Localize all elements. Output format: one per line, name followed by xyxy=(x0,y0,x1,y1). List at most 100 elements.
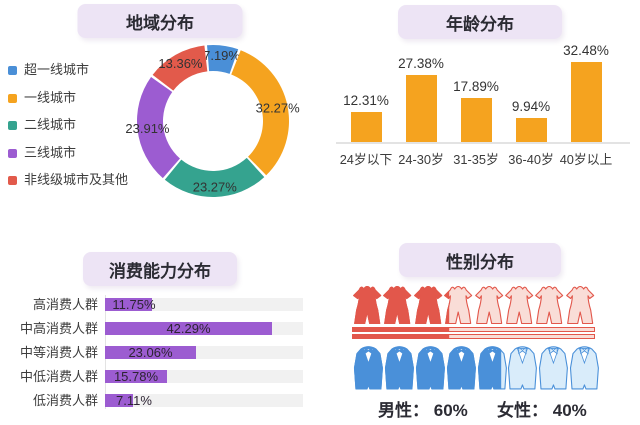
consumption-bar-value: 15.78% xyxy=(113,369,159,384)
consumption-bar-value: 42.29% xyxy=(166,321,211,336)
pictogram-fill-layer xyxy=(353,344,502,392)
age-bar-value: 32.48% xyxy=(563,43,609,58)
dress-icon xyxy=(535,285,564,325)
dress-icon xyxy=(413,285,442,325)
age-bar-value: 27.38% xyxy=(398,56,444,71)
suit-icon xyxy=(353,346,383,390)
consumption-category-label: 中低消费人群 xyxy=(19,369,98,384)
age-bar xyxy=(515,118,547,142)
donut-slice xyxy=(207,45,239,74)
dress-icon xyxy=(474,285,503,325)
female-percentage-label: 女性： 40% xyxy=(497,396,587,421)
legend-label: 一线城市 xyxy=(24,90,77,105)
consumption-category-label: 高消费人群 xyxy=(32,297,98,312)
age-category-label: 36-40岁 xyxy=(508,152,554,167)
legend-label: 非线级城市及其他 xyxy=(24,172,129,187)
age-chart-title: 年龄分布 xyxy=(398,5,562,39)
suit-icon xyxy=(508,346,538,390)
legend-item: 二线城市 xyxy=(8,118,76,132)
male-label-prefix: 男性： xyxy=(378,401,429,420)
consumption-bar-value: 11.75% xyxy=(112,297,156,312)
age-x-axis xyxy=(336,142,630,144)
female-label-value: 40% xyxy=(552,401,587,420)
donut-slice xyxy=(137,76,180,179)
female-label-prefix: 女性： xyxy=(497,401,548,420)
consumption-bar-value: 7.11% xyxy=(116,393,152,408)
age-bar xyxy=(570,62,602,142)
consumption-track: 11.75% xyxy=(105,297,303,312)
consumption-bar xyxy=(105,346,196,359)
donut-value-label: 13.36% xyxy=(158,56,203,71)
age-bar-value: 9.94% xyxy=(511,99,551,114)
donut-slice xyxy=(231,50,289,176)
consumption-track: 42.29% xyxy=(105,321,303,336)
suit-icon xyxy=(477,346,502,390)
dress-icon xyxy=(383,285,412,325)
consumption-bar xyxy=(105,298,152,311)
male-percentage-label: 男性： 60% xyxy=(378,396,468,421)
age-category-label: 31-35岁 xyxy=(453,152,499,167)
male-label-value: 60% xyxy=(433,401,468,420)
age-bar xyxy=(350,112,382,142)
age-category-label: 24-30岁 xyxy=(398,152,444,167)
legend-swatch xyxy=(8,148,17,158)
panel-age-distribution: 年龄分布 12.31% 24岁以下 27.38% 24-30岁 17.89% 31-35岁… xyxy=(320,0,640,212)
consumption-bar xyxy=(105,370,167,383)
consumption-bar-value: 23.06% xyxy=(128,345,173,360)
legend-swatch xyxy=(8,65,17,75)
age-bar xyxy=(460,98,492,142)
region-donut-chart: 7.19% 32.27% 23.27% 23.91% 13.36% xyxy=(0,0,320,217)
consumption-chart-title: 消费能力分布 xyxy=(83,252,237,286)
consumption-category-label: 低消费人群 xyxy=(32,393,98,408)
legend-item: 一线城市 xyxy=(8,91,76,105)
suit-icon xyxy=(415,346,445,390)
suit-icon xyxy=(384,346,414,390)
panel-gender-distribution: 性别分布 男性： 60% 女性： 40% xyxy=(320,213,640,425)
consumption-track: 7.11% xyxy=(105,393,303,408)
donut-value-label: 32.27% xyxy=(256,100,301,115)
consumption-bar xyxy=(105,394,133,407)
region-donut-svg: 7.19% 32.27% 23.27% 23.91% 13.36% xyxy=(125,45,301,198)
consumption-category-label: 中高消费人群 xyxy=(19,321,98,336)
pictogram-stripe-bar xyxy=(352,334,450,339)
legend-swatch xyxy=(8,93,17,103)
legend-swatch xyxy=(8,175,17,185)
consumption-track: 23.06% xyxy=(105,345,303,360)
consumption-bar xyxy=(105,322,272,335)
dress-icon xyxy=(444,290,450,325)
donut-slice xyxy=(164,157,265,198)
panel-region-distribution: 地域分布 超一线城市一线城市二线城市三线城市非线级城市及其他 7.19% 32.2… xyxy=(0,0,320,212)
gender-chart-title: 性别分布 xyxy=(399,243,561,277)
donut-slice xyxy=(152,45,208,91)
age-bar xyxy=(405,75,437,142)
pictogram-fill-layer xyxy=(352,283,450,339)
donut-value-label: 7.19% xyxy=(203,48,240,63)
dress-icon xyxy=(353,285,382,325)
age-category-label: 24岁以下 xyxy=(339,152,393,167)
legend-item: 三线城市 xyxy=(8,146,76,160)
legend-label: 二线城市 xyxy=(24,117,77,132)
suit-icon xyxy=(570,346,600,390)
legend-label: 超一线城市 xyxy=(24,62,90,77)
dress-icon xyxy=(565,285,594,325)
legend-item: 非线级城市及其他 xyxy=(8,173,128,187)
age-bar-value: 17.89% xyxy=(453,79,499,94)
donut-value-label: 23.91% xyxy=(125,121,170,136)
age-bar-value: 12.31% xyxy=(343,93,389,108)
suit-icon xyxy=(539,346,569,390)
pictogram-stripe-bar xyxy=(352,327,450,332)
dress-icon xyxy=(505,285,534,325)
consumption-category-label: 中等消费人群 xyxy=(19,345,98,360)
legend-item: 超一线城市 xyxy=(8,63,89,77)
legend-label: 三线城市 xyxy=(24,145,77,160)
consumption-track: 15.78% xyxy=(105,369,303,384)
pictogram-icon-row xyxy=(353,344,502,392)
donut-value-label: 23.27% xyxy=(193,179,238,194)
region-chart-title: 地域分布 xyxy=(77,4,243,38)
suit-icon xyxy=(446,346,476,390)
panel-consumption-distribution: 消费能力分布 高消费人群 11.75% 中高消费人群 42.29% 中等消费人群 23.0… xyxy=(0,213,320,425)
pictogram-icon-row xyxy=(352,283,450,325)
age-category-label: 40岁以上 xyxy=(559,152,613,167)
legend-swatch xyxy=(8,120,17,130)
